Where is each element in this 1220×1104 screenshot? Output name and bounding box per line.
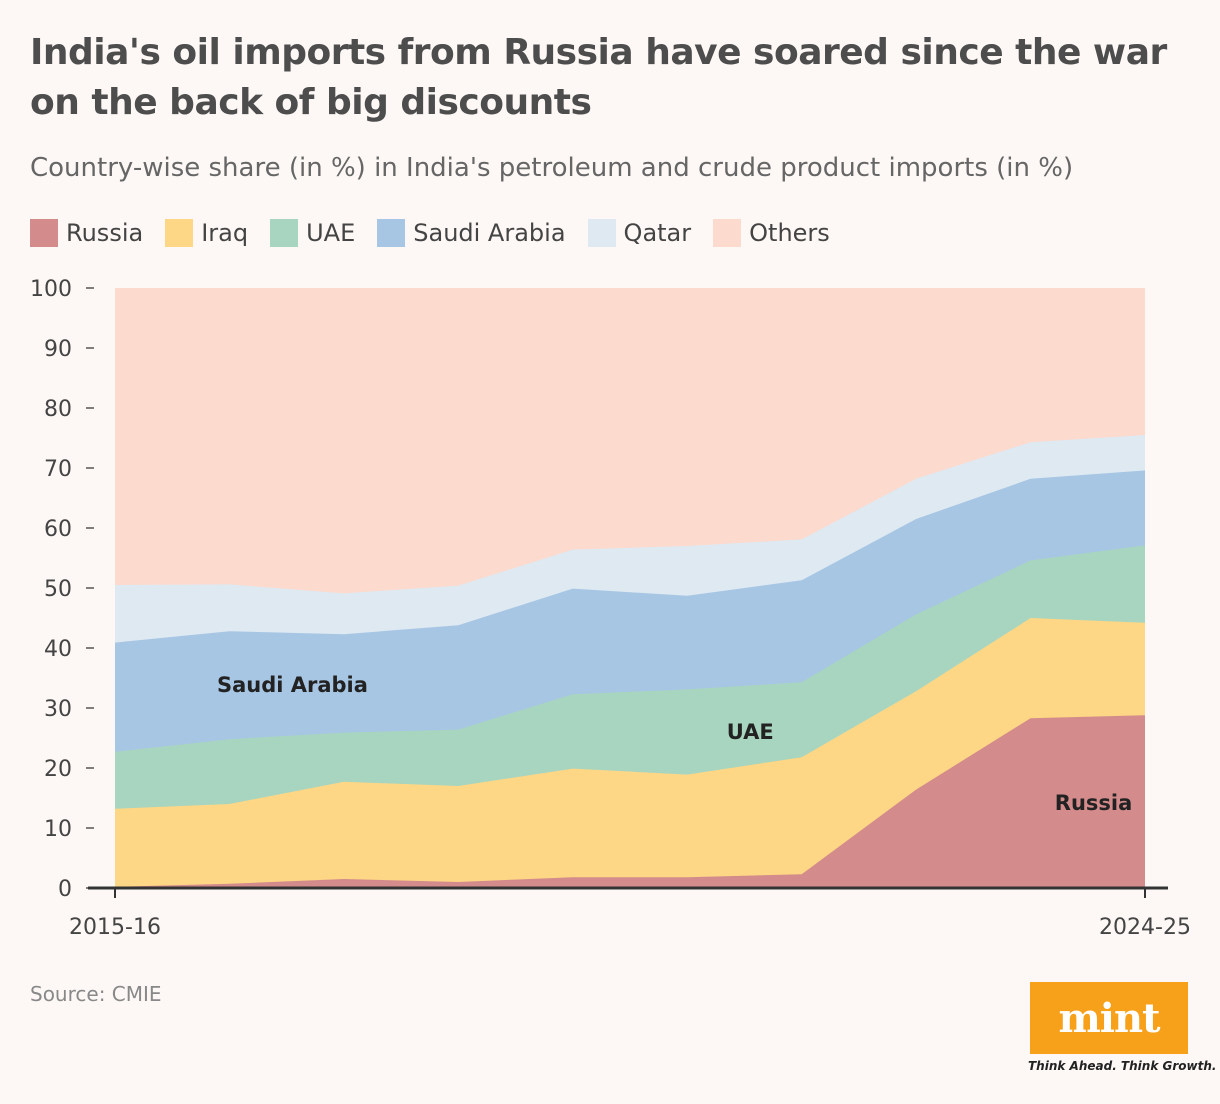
legend-label-qatar: Qatar [623,219,692,247]
legend-swatch-others [713,219,742,247]
annotation-saudi-arabia: Saudi Arabia [217,673,368,697]
legend-label-russia: Russia [66,219,144,247]
x-tick-label: 2024-25 [1099,915,1191,940]
y-tick-label: 10 [44,817,72,842]
legend-label-others: Others [749,219,830,247]
area-saudi-arabia [115,470,1145,752]
source-note: Source: CMIE [30,982,162,1006]
area-others [115,288,1145,594]
annotation-uae: UAE [727,720,774,744]
x-tick-label: 2015-16 [69,915,161,940]
chart-subtitle: Country-wise share (in %) in India's pet… [30,153,1074,183]
y-tick-label: 70 [44,457,72,482]
y-tick-label: 90 [44,337,72,362]
annotations: Saudi Arabia UAE Russia [217,673,1132,815]
x-axis: 2015-16 2024-25 [69,886,1191,940]
logo-tagline: Think Ahead. Think Growth. [1028,1059,1217,1073]
y-tick-label: 0 [58,877,72,902]
y-tick-label: 60 [44,517,72,542]
area-layers [114,288,1146,888]
y-axis: 0 10 20 30 40 50 60 70 80 90 100 [30,277,94,902]
y-tick-label: 40 [44,637,72,662]
legend-item-iraq: Iraq [165,219,248,247]
y-tick-label: 30 [44,697,72,722]
legend-swatch-russia [30,219,58,247]
legend-label-iraq: Iraq [201,219,249,247]
y-tick-label: 20 [44,757,72,782]
legend-label-uae: UAE [306,219,356,247]
legend: Russia Iraq UAE Saudi Arabia Qatar Other… [30,216,852,250]
legend-label-saudi-arabia: Saudi Arabia [413,219,566,247]
legend-swatch-qatar [587,219,616,247]
area-russia [115,715,1145,888]
legend-item-others: Others [713,219,830,247]
y-tick-label: 100 [30,277,72,302]
area-qatar [115,435,1145,643]
mint-logo: mint [1030,982,1188,1054]
chart-title: India's oil imports from Russia have soa… [30,32,1167,123]
legend-swatch-saudi-arabia [377,219,406,247]
annotation-russia: Russia [1055,791,1133,815]
legend-item-russia: Russia [30,219,143,247]
legend-item-uae: UAE [270,219,355,247]
legend-item-saudi-arabia: Saudi Arabia [377,219,566,247]
area-uae [115,545,1145,809]
legend-item-qatar: Qatar [587,219,692,247]
y-tick-label: 50 [44,577,72,602]
legend-swatch-uae [270,219,299,247]
area-iraq [115,618,1145,887]
legend-swatch-iraq [165,219,194,247]
y-tick-label: 80 [44,397,72,422]
